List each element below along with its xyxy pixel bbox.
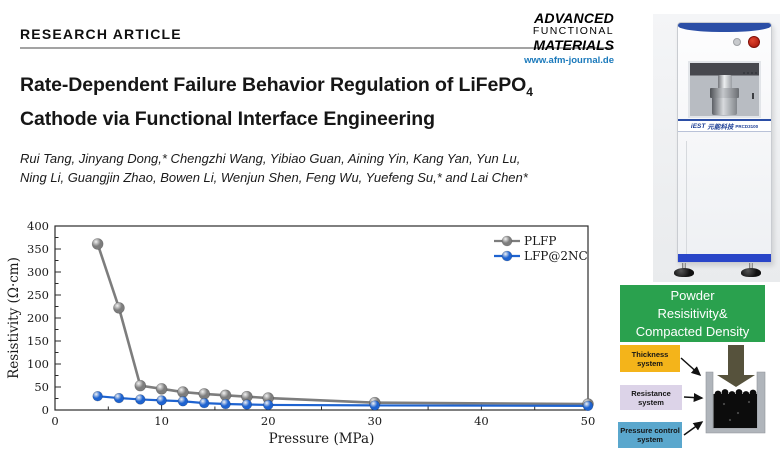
svg-text:400: 400 [27, 219, 49, 233]
data-point-LFP@2NC [92, 391, 103, 402]
svg-text:40: 40 [474, 414, 489, 428]
powder-sample [713, 389, 757, 428]
svg-text:100: 100 [27, 357, 49, 371]
svg-text:350: 350 [27, 242, 49, 256]
leveling-foot-right [741, 263, 761, 278]
press-piston-collar [710, 88, 739, 98]
instrument-brand-label: iEST 元能科技 PRCD3100 [678, 119, 771, 132]
journal-logo-line1: ADVANCED [534, 10, 614, 26]
data-point-PLFP [91, 238, 104, 250]
author-list: Rui Tang, Jinyang Dong,* Chengzhi Wang, … [20, 149, 528, 187]
y-axis-label: Resistivity (Ω·cm) [6, 257, 22, 379]
svg-text:150: 150 [27, 334, 49, 348]
data-point-PLFP [113, 302, 125, 314]
legend-label-LFP@2NC: LFP@2NC [524, 249, 588, 263]
diagram-title: Powder Resisitivity& Compacted Density [620, 285, 765, 342]
die-press-illustration [680, 345, 766, 436]
instrument-model: PRCD3100 [735, 123, 759, 129]
cabinet-top-band [678, 23, 771, 32]
data-point-PLFP [155, 383, 168, 395]
x-axis-label: Pressure (MPa) [269, 431, 375, 447]
authors-line1: Rui Tang, Jinyang Dong,* Chengzhi Wang, … [20, 151, 521, 166]
resistance-arrow [683, 393, 704, 403]
data-point-LFP@2NC [369, 400, 380, 411]
emergency-stop-button [748, 36, 760, 48]
leveling-foot-left [674, 263, 694, 278]
data-point-LFP@2NC [582, 400, 594, 412]
die-mold [705, 371, 766, 434]
data-point-LFP@2NC [263, 399, 274, 411]
thickness-system-box: Thickness system [620, 345, 680, 372]
instrument-photo: iEST 元能科技 PRCD3100 [653, 14, 780, 282]
article-type-label: RESEARCH ARTICLE [20, 26, 182, 42]
instrument-cabinet: iEST 元能科技 PRCD3100 [677, 22, 772, 263]
title-line1: Rate-Dependent Failure Behavior Regulati… [20, 74, 527, 96]
brand-name-cn: 元能科技 [707, 124, 734, 131]
diagram-title-line3: Compacted Density [635, 323, 750, 339]
data-point-PLFP [198, 388, 211, 400]
diagram-title-line1: Powder [670, 287, 715, 303]
data-point-LFP@2NC [135, 394, 146, 405]
pressure-control-system-box: Pressure control system [618, 422, 682, 448]
journal-logo-line2: FUNCTIONAL [532, 25, 614, 37]
svg-text:30: 30 [367, 414, 382, 428]
pressure-arrow [683, 421, 704, 436]
thickness-arrow [680, 357, 702, 377]
data-point-LFP@2NC [177, 396, 189, 407]
cabinet-base [678, 254, 771, 262]
test-chamber-window [688, 61, 761, 118]
chamber-slot [752, 93, 754, 99]
title-line2: Cathode via Functional Interface Enginee… [20, 107, 435, 130]
data-point-LFP@2NC [156, 395, 167, 406]
press-piston-rod [718, 75, 732, 89]
article-title: Rate-Dependent Failure Behavior Regulati… [20, 72, 533, 133]
authors-line2: Ning Li, Guangjin Zhao, Bowen Li, Wenjun… [20, 170, 528, 185]
resistance-system-box: Resistance system [620, 385, 682, 410]
legend-label-PLFP: PLFP [524, 234, 556, 248]
chart-canvas: 0 10 20 30 40 50 0 50 100 150 200 250 300 350 400 Press… [6, 219, 596, 447]
data-point-LFP@2NC [113, 392, 125, 404]
header-divider [20, 47, 614, 49]
indicator-button [733, 38, 741, 46]
brand-name: iEST [690, 122, 706, 130]
diagram-title-line2: Resisitivity& [657, 305, 728, 321]
title-subscript: 4 [526, 84, 533, 99]
svg-text:300: 300 [27, 265, 49, 279]
press-force-arrow [717, 345, 755, 387]
data-point-LFP@2NC [220, 398, 231, 410]
journal-url: www.afm-journal.de [524, 54, 614, 66]
svg-text:0: 0 [42, 403, 49, 417]
chamber-vent-dots [743, 72, 745, 74]
measurement-diagram: Powder Resisitivity& Compacted Density T… [612, 282, 780, 465]
data-point-LFP@2NC [241, 399, 253, 410]
svg-text:200: 200 [27, 311, 49, 325]
svg-text:0: 0 [51, 414, 58, 428]
press-piston-body [712, 98, 737, 115]
data-point-PLFP [177, 386, 189, 398]
svg-text:50: 50 [581, 414, 596, 428]
svg-text:20: 20 [261, 414, 276, 428]
svg-text:10: 10 [154, 414, 169, 428]
data-point-PLFP [134, 379, 147, 392]
journal-logo-line3: MATERIALS [533, 36, 614, 53]
journal-logo: ADVANCED FUNCTIONAL MATERIALS www.afm-jo… [498, 11, 614, 65]
door-seam [686, 141, 687, 259]
data-point-LFP@2NC [199, 397, 210, 409]
resistivity-pressure-chart: 0 10 20 30 40 50 0 50 100 150 200 250 300 350 400 Press… [6, 212, 606, 462]
svg-text:50: 50 [34, 380, 49, 394]
svg-text:250: 250 [27, 288, 49, 302]
